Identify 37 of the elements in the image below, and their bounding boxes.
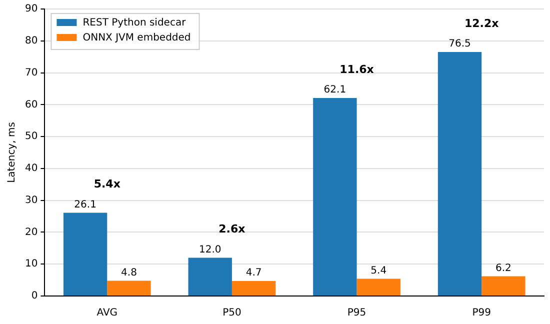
data-label: 76.5 — [448, 38, 471, 50]
bar — [107, 280, 151, 296]
y-tick-label: 50 — [24, 131, 38, 142]
y-tick-label: 60 — [24, 99, 38, 110]
data-label: 62.1 — [324, 84, 346, 96]
legend-label: REST Python sidecar — [82, 18, 187, 29]
legend-label: ONNX JVM embedded — [82, 32, 191, 44]
annotation: 12.2x — [464, 16, 499, 30]
y-tick-label: 20 — [24, 226, 38, 238]
data-label: 4.8 — [121, 267, 137, 278]
annotation: 11.6x — [340, 62, 374, 76]
bar — [482, 276, 526, 296]
x-tick-label: P50 — [222, 308, 242, 319]
y-tick-label: 30 — [24, 194, 38, 206]
y-tick-label: 10 — [24, 258, 38, 270]
bar — [438, 52, 482, 296]
y-tick-label: 90 — [24, 4, 38, 15]
annotation: 5.4x — [94, 178, 120, 191]
data-label: 6.2 — [495, 262, 512, 274]
bar — [356, 278, 400, 296]
data-label: 4.7 — [246, 268, 262, 279]
data-label: 26.1 — [74, 199, 96, 210]
data-label: 5.4 — [370, 265, 387, 276]
x-tick-label: AVG — [96, 308, 118, 319]
data-label: 12.0 — [198, 244, 222, 256]
y-tick-label: 40 — [24, 163, 38, 174]
x-tick-label: P95 — [347, 308, 366, 319]
bar — [313, 98, 357, 296]
annotation: 2.6x — [218, 222, 246, 236]
bar — [188, 258, 232, 296]
y-tick-label: 70 — [24, 67, 38, 78]
y-axis-title: Latency, ms — [6, 122, 18, 183]
y-tick-label: 0 — [31, 290, 38, 302]
bar — [232, 281, 276, 296]
x-tick-label: P99 — [472, 308, 491, 319]
y-tick-label: 80 — [24, 35, 38, 46]
bar — [63, 212, 108, 296]
